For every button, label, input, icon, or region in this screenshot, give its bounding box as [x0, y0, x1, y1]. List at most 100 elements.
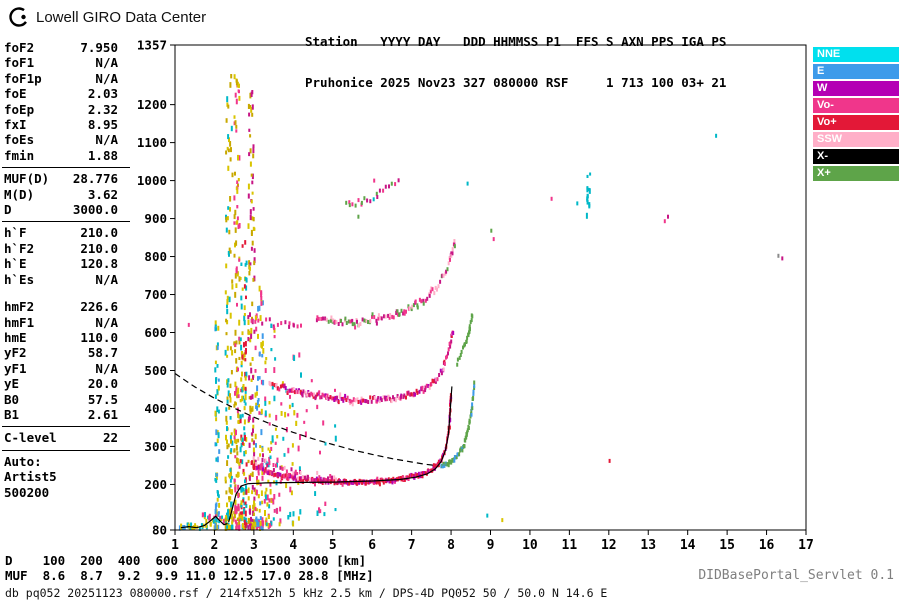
- param-label: foE: [4, 86, 27, 102]
- param-label: 500200: [4, 484, 50, 500]
- param-group: MUF(D) 28.776 M(D) 3.62 D 3000.0: [4, 171, 136, 217]
- param-row: foF1p N/A: [4, 71, 118, 86]
- legend-item-label: X-: [817, 150, 828, 162]
- param-row: h`Es N/A: [4, 272, 118, 287]
- param-row: Auto:: [4, 454, 118, 469]
- divider: [2, 167, 130, 169]
- param-row: hmF2 226.6: [4, 299, 118, 314]
- param-label: MUF(D): [4, 171, 50, 187]
- param-label: foEp: [4, 101, 35, 117]
- param-value: 58.7: [87, 345, 118, 361]
- param-row: D 3000.0: [4, 202, 118, 217]
- legend-item-label: Vo-: [817, 99, 834, 111]
- param-label: B0: [4, 391, 20, 407]
- legend-item-vo-plus: Vo+: [813, 115, 899, 130]
- divider: [2, 449, 130, 451]
- row-value: 100: [42, 553, 66, 568]
- param-label: foEs: [4, 132, 35, 148]
- row-value: 8.7: [80, 568, 103, 583]
- param-label: foF1: [4, 55, 35, 71]
- param-row: yF1 N/A: [4, 361, 118, 376]
- row-value: 9.2: [117, 568, 141, 583]
- x-tick-label: 2: [211, 538, 219, 553]
- legend-item-nne: NNE: [813, 47, 899, 62]
- row-value: 12.5: [223, 568, 254, 583]
- param-row: 500200: [4, 485, 118, 500]
- param-value: 2.61: [87, 406, 118, 422]
- x-tick-label: 1: [171, 538, 179, 553]
- param-label: yF2: [4, 345, 27, 361]
- x-tick-label: 16: [759, 538, 775, 553]
- param-label: Auto:: [4, 453, 42, 469]
- row-value: 1000: [223, 553, 254, 568]
- param-label: fmin: [4, 147, 35, 163]
- param-label: hmF2: [4, 299, 35, 315]
- y-tick-label: 800: [144, 249, 167, 264]
- param-label: h`Es: [4, 271, 35, 287]
- x-tick-label: 10: [522, 538, 538, 553]
- param-row: C-level 22: [4, 430, 118, 445]
- y-tick-label: 400: [144, 401, 167, 416]
- param-value: 210.0: [80, 225, 118, 241]
- param-value: 3000.0: [72, 202, 118, 218]
- param-row: B0 57.5: [4, 392, 118, 407]
- param-label: yE: [4, 376, 20, 392]
- legend-item-label: X+: [817, 167, 831, 179]
- legend-item-x-plus: X+: [813, 166, 899, 181]
- row-value: 400: [117, 553, 141, 568]
- param-label: h`F2: [4, 240, 35, 256]
- param-row: foE 2.03: [4, 86, 118, 101]
- param-label: B1: [4, 406, 20, 422]
- servlet-version: DIDBasePortal_Servlet 0.1: [698, 568, 894, 583]
- param-row: foF2 7.950: [4, 40, 118, 55]
- param-label: fxI: [4, 117, 27, 133]
- divider: [2, 221, 130, 223]
- param-value: 210.0: [80, 240, 118, 256]
- y-tick-label: 500: [144, 363, 167, 378]
- param-value: N/A: [95, 271, 118, 287]
- row-value: 17.0: [260, 568, 291, 583]
- row-value: 11.0: [185, 568, 216, 583]
- param-row: fmin 1.88: [4, 148, 118, 163]
- legend-item-label: W: [817, 82, 828, 94]
- legend-item-vo-minus: Vo-: [813, 98, 899, 113]
- param-value: 20.0: [87, 376, 118, 392]
- param-value: N/A: [95, 132, 118, 148]
- x-tick-label: 13: [640, 538, 656, 553]
- row-value: 200: [80, 553, 103, 568]
- param-label: C-level: [4, 430, 57, 446]
- row-value: 600: [155, 553, 179, 568]
- x-tick-label: 4: [289, 538, 297, 553]
- y-tick-label: 700: [144, 287, 167, 302]
- param-row: Artist5: [4, 469, 118, 484]
- param-row: B1 2.61: [4, 407, 118, 422]
- param-row: h`F2 210.0: [4, 241, 118, 256]
- y-tick-label: 900: [144, 211, 167, 226]
- param-value: 120.8: [80, 256, 118, 272]
- legend-item-label: NNE: [817, 48, 841, 60]
- legend-item-ssw: SSW: [813, 132, 899, 147]
- brand-title: Lowell GIRO Data Center: [36, 8, 207, 26]
- x-tick-label: 11: [562, 538, 578, 553]
- legend-item-x-minus: X-: [813, 149, 899, 164]
- x-tick-label: 17: [798, 538, 814, 553]
- y-tick-label: 1357: [137, 38, 167, 53]
- param-row: foF1 N/A: [4, 55, 118, 70]
- distance-muf-row-d: D 100 200 400 600 800 1000 1500 3000 [km]: [5, 553, 374, 568]
- param-group: hmF2 226.6 hmF1 N/A hmE 110.0 yF2 58.7 yF1 N/A yE 2…: [4, 299, 136, 422]
- y-tick-label: 200: [144, 477, 167, 492]
- param-value: 110.0: [80, 329, 118, 345]
- legend-item-w: W: [813, 81, 899, 96]
- row-value: 800: [193, 553, 216, 568]
- legend-item-label: SSW: [817, 133, 843, 145]
- param-label: foF1p: [4, 70, 42, 86]
- param-group: h`F 210.0 h`F2 210.0 h`E 120.8 h`Es N/A: [4, 225, 136, 287]
- legend-item-label: E: [817, 65, 825, 77]
- divider: [2, 426, 130, 428]
- param-value: 8.95: [87, 117, 118, 133]
- legend-item-e: E: [813, 64, 899, 79]
- param-row: hmE 110.0: [4, 330, 118, 345]
- status-line: db pq052 20251123 080000.rsf / 214fx512h…: [5, 586, 608, 600]
- param-value: 1.88: [87, 147, 118, 163]
